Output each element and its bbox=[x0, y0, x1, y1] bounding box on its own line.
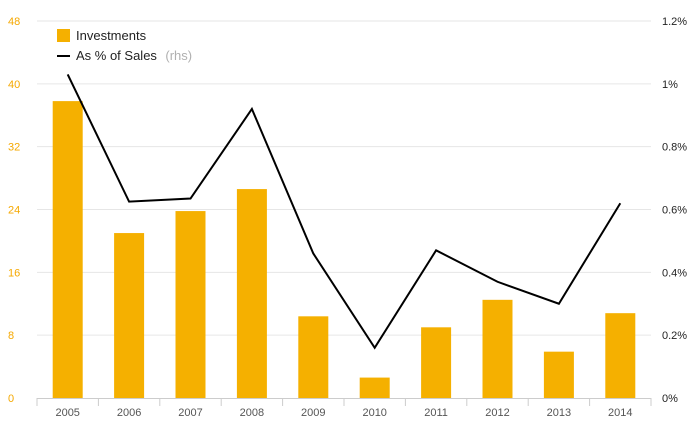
legend-label-pct-of-sales-suffix: (rhs) bbox=[165, 48, 192, 63]
legend-swatch-investments bbox=[57, 29, 70, 42]
bar-series-investments bbox=[52, 101, 636, 399]
axes bbox=[36, 398, 652, 406]
right-tick-label-1%: 1% bbox=[662, 79, 678, 91]
right-tick-label-1.2%: 1.2% bbox=[662, 16, 687, 28]
x-axis-ticks: 2005 2006 2007 2008 2009 2010 2011 2012 2013 2014 bbox=[55, 407, 632, 419]
left-tick-label-16: 16 bbox=[8, 267, 20, 279]
bar-2005 bbox=[52, 101, 83, 399]
x-tick-label-2007: 2007 bbox=[178, 407, 202, 419]
bar-2013 bbox=[543, 351, 574, 398]
right-tick-label-0.2%: 0.2% bbox=[662, 330, 687, 342]
bar-2007 bbox=[175, 211, 206, 398]
x-tick-label-2006: 2006 bbox=[117, 407, 141, 419]
legend: Investments As % of Sales (rhs) bbox=[57, 28, 192, 64]
x-tick-label-2012: 2012 bbox=[485, 407, 509, 419]
left-tick-label-32: 32 bbox=[8, 142, 20, 154]
x-tick-label-2009: 2009 bbox=[301, 407, 325, 419]
bar-2009 bbox=[298, 316, 329, 398]
x-tick-label-2010: 2010 bbox=[362, 407, 386, 419]
bar-2011 bbox=[421, 327, 452, 398]
left-tick-label-0: 0 bbox=[8, 393, 14, 405]
right-axis-ticks: 0% 0.2% 0.4% 0.6% 0.8% 1% 1.2% bbox=[662, 16, 687, 405]
bar-2010 bbox=[359, 377, 390, 398]
left-tick-label-48: 48 bbox=[8, 16, 20, 28]
x-tick-label-2011: 2011 bbox=[424, 407, 448, 419]
legend-label-investments: Investments bbox=[76, 28, 147, 43]
x-tick-label-2013: 2013 bbox=[547, 407, 571, 419]
left-tick-label-40: 40 bbox=[8, 79, 20, 91]
bar-2014 bbox=[605, 313, 636, 398]
left-axis-ticks: 0 8 16 24 32 40 48 bbox=[8, 16, 20, 405]
x-tick-label-2008: 2008 bbox=[240, 407, 264, 419]
right-tick-label-0%: 0% bbox=[662, 393, 678, 405]
legend-label-pct-of-sales-main: As % of Sales bbox=[76, 48, 157, 63]
right-tick-label-0.6%: 0.6% bbox=[662, 205, 687, 217]
line-series-pct-of-sales bbox=[66, 73, 622, 350]
line-path bbox=[66, 73, 622, 350]
right-tick-label-0.8%: 0.8% bbox=[662, 142, 687, 154]
left-tick-label-24: 24 bbox=[8, 205, 20, 217]
legend-label-pct-of-sales: As % of Sales (rhs) bbox=[76, 47, 192, 64]
bar-2008 bbox=[236, 189, 267, 398]
x-tick-label-2014: 2014 bbox=[608, 407, 632, 419]
x-tick-label-2005: 2005 bbox=[55, 407, 79, 419]
bar-2012 bbox=[482, 299, 513, 398]
left-tick-label-8: 8 bbox=[8, 330, 14, 342]
bar-2006 bbox=[114, 233, 145, 398]
right-tick-label-0.4%: 0.4% bbox=[662, 267, 687, 279]
